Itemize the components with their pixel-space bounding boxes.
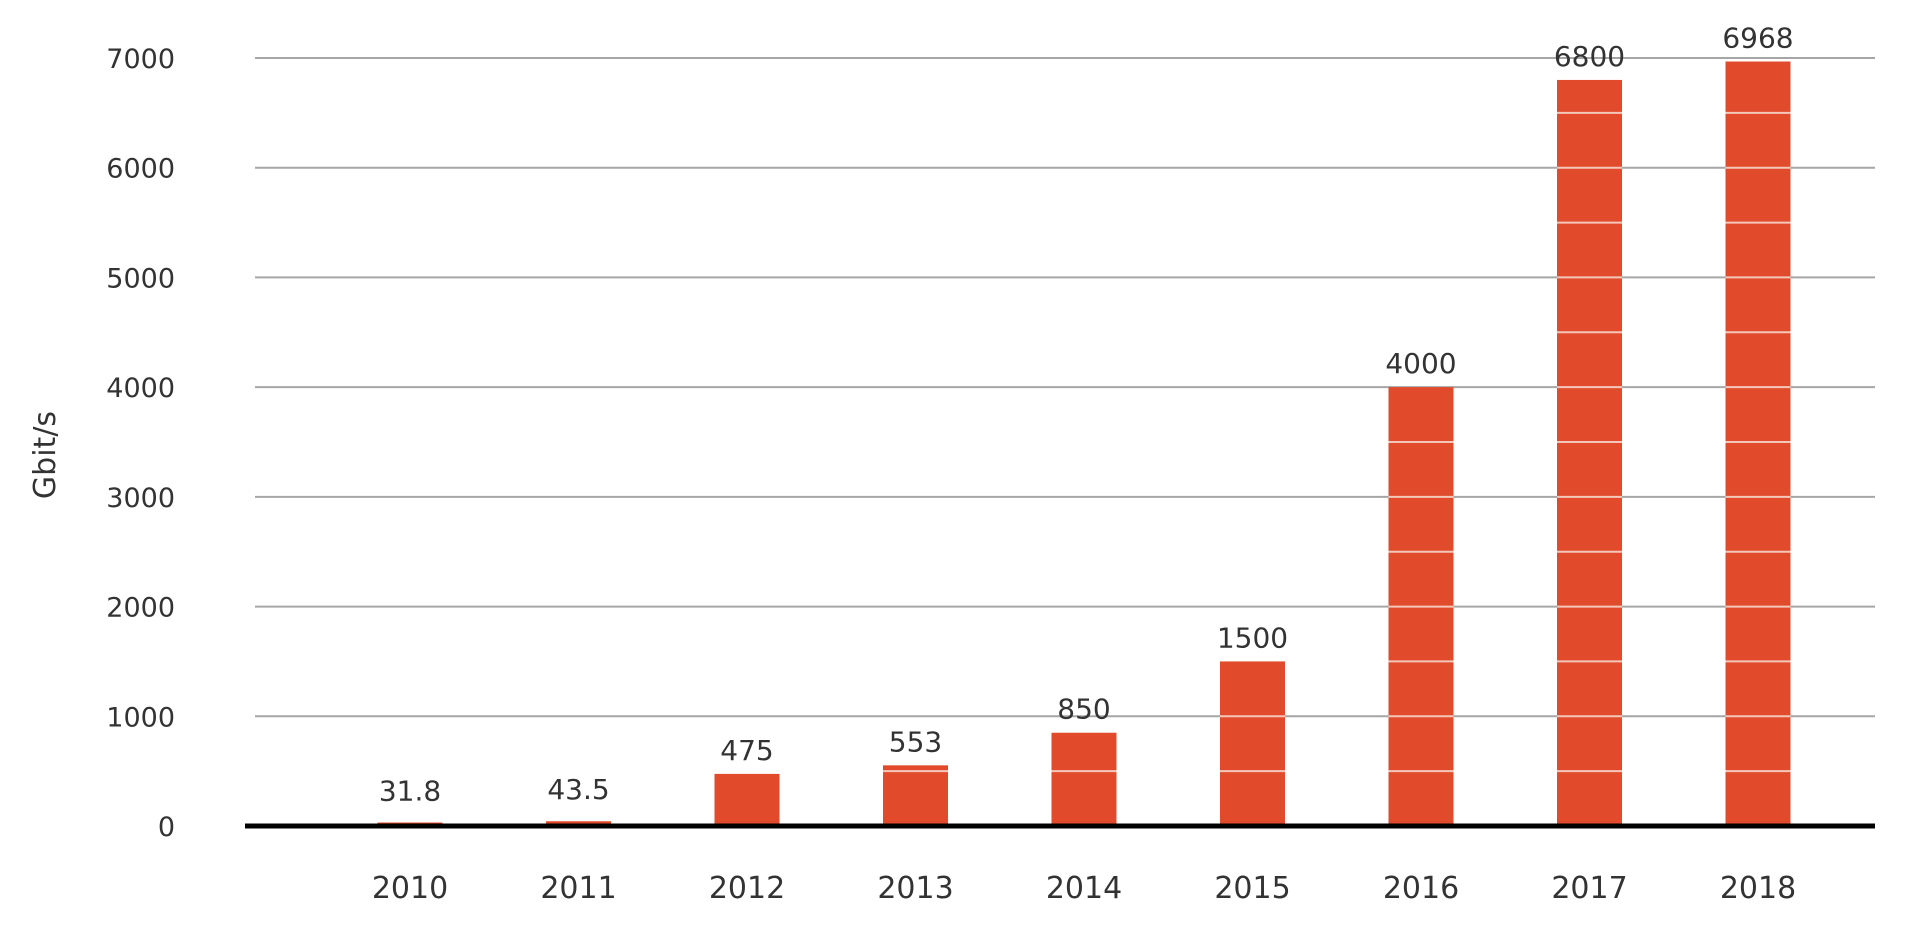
x-tick-label: 2016 bbox=[1383, 871, 1459, 906]
bar-group bbox=[1220, 661, 1285, 826]
bar bbox=[883, 765, 948, 826]
bar-group bbox=[1725, 61, 1791, 826]
data-label: 43.5 bbox=[547, 773, 609, 806]
data-label: 4000 bbox=[1385, 347, 1456, 380]
bar-group bbox=[714, 773, 780, 826]
y-tick-label: 7000 bbox=[106, 44, 175, 75]
x-tick-label: 2015 bbox=[1214, 871, 1290, 906]
x-tick-label: 2017 bbox=[1551, 871, 1627, 906]
x-tick-label: 2010 bbox=[372, 871, 448, 906]
x-tick-labels: 2010 2011 2012 2013 2014 2015 2016 2017 2018 bbox=[372, 871, 1796, 906]
x-tick-label: 2013 bbox=[877, 871, 953, 906]
bar-group bbox=[1051, 732, 1117, 826]
y-tick-label: 5000 bbox=[106, 263, 175, 294]
data-label: 6800 bbox=[1554, 40, 1625, 73]
data-label: 475 bbox=[720, 734, 773, 767]
x-tick-label: 2012 bbox=[709, 871, 785, 906]
y-tick-label: 0 bbox=[158, 812, 175, 843]
bar-group bbox=[1388, 387, 1454, 826]
y-tick-label: 4000 bbox=[106, 373, 175, 404]
bar bbox=[714, 773, 780, 826]
y-tick-label: 6000 bbox=[106, 154, 175, 185]
y-tick-label: 3000 bbox=[106, 483, 175, 514]
y-tick-label: 1000 bbox=[106, 702, 175, 733]
data-label: 31.8 bbox=[379, 775, 441, 808]
y-tick-label: 2000 bbox=[106, 593, 175, 624]
bar bbox=[1051, 732, 1117, 826]
bar-group bbox=[1557, 79, 1622, 826]
data-label: 6968 bbox=[1722, 22, 1793, 55]
y-tick-labels: 0 1000 2000 3000 4000 5000 6000 7000 bbox=[106, 44, 175, 843]
bar bbox=[1557, 79, 1622, 826]
data-label: 1500 bbox=[1217, 621, 1288, 654]
y-axis-title: Gbit/s bbox=[28, 411, 63, 499]
data-labels: 31.8 43.5 475 553 850 1500 4000 6800 6968 bbox=[379, 22, 1794, 808]
x-tick-label: 2014 bbox=[1046, 871, 1122, 906]
bar bbox=[1725, 61, 1791, 826]
data-label: 850 bbox=[1057, 693, 1110, 726]
x-tick-label: 2018 bbox=[1720, 871, 1796, 906]
bar-group bbox=[883, 765, 948, 826]
bars bbox=[377, 61, 1791, 826]
gridlines bbox=[255, 57, 1875, 718]
data-label: 553 bbox=[889, 725, 942, 758]
x-tick-label: 2011 bbox=[540, 871, 616, 906]
bar bbox=[1220, 661, 1285, 826]
